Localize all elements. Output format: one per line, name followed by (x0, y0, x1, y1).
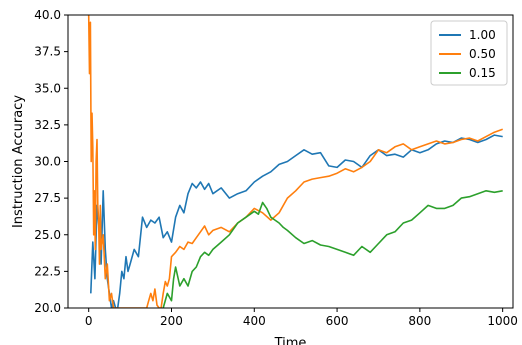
y-tick-label: 30.0 (34, 155, 61, 169)
y-tick-label: 20.0 (34, 301, 61, 315)
y-tick-label: 37.5 (34, 45, 61, 59)
y-tick-label: 35.0 (34, 81, 61, 95)
x-axis: 0 200 400 600 800 1000 (85, 308, 518, 328)
y-tick-label: 32.5 (34, 118, 61, 132)
y-tick-label: 40.0 (34, 8, 61, 22)
y-tick-label: 27.5 (34, 191, 61, 205)
series-line-1 (87, 15, 503, 308)
legend-box (430, 20, 508, 86)
series-line-2 (162, 190, 503, 308)
legend: 1.00 0.50 0.15 (430, 20, 508, 86)
legend-label-1: 0.50 (469, 47, 496, 61)
series-line-0 (90, 134, 503, 308)
series-layer (87, 15, 503, 308)
y-tick-label: 22.5 (34, 264, 61, 278)
x-tick-label: 600 (326, 314, 349, 328)
legend-label-2: 0.15 (469, 66, 496, 80)
x-tick-label: 0 (85, 314, 93, 328)
x-tick-label: 800 (408, 314, 431, 328)
x-tick-label: 200 (160, 314, 183, 328)
y-tick-label: 25.0 (34, 228, 61, 242)
x-tick-label: 1000 (487, 314, 518, 328)
y-axis-label: Instruction Accuracy (11, 95, 26, 228)
x-axis-label: Time (274, 336, 307, 345)
y-axis: 20.0 22.5 25.0 27.5 30.0 32.5 35.0 37.5 40.0 (34, 8, 68, 315)
legend-label-0: 1.00 (469, 28, 496, 42)
x-tick-label: 400 (243, 314, 266, 328)
